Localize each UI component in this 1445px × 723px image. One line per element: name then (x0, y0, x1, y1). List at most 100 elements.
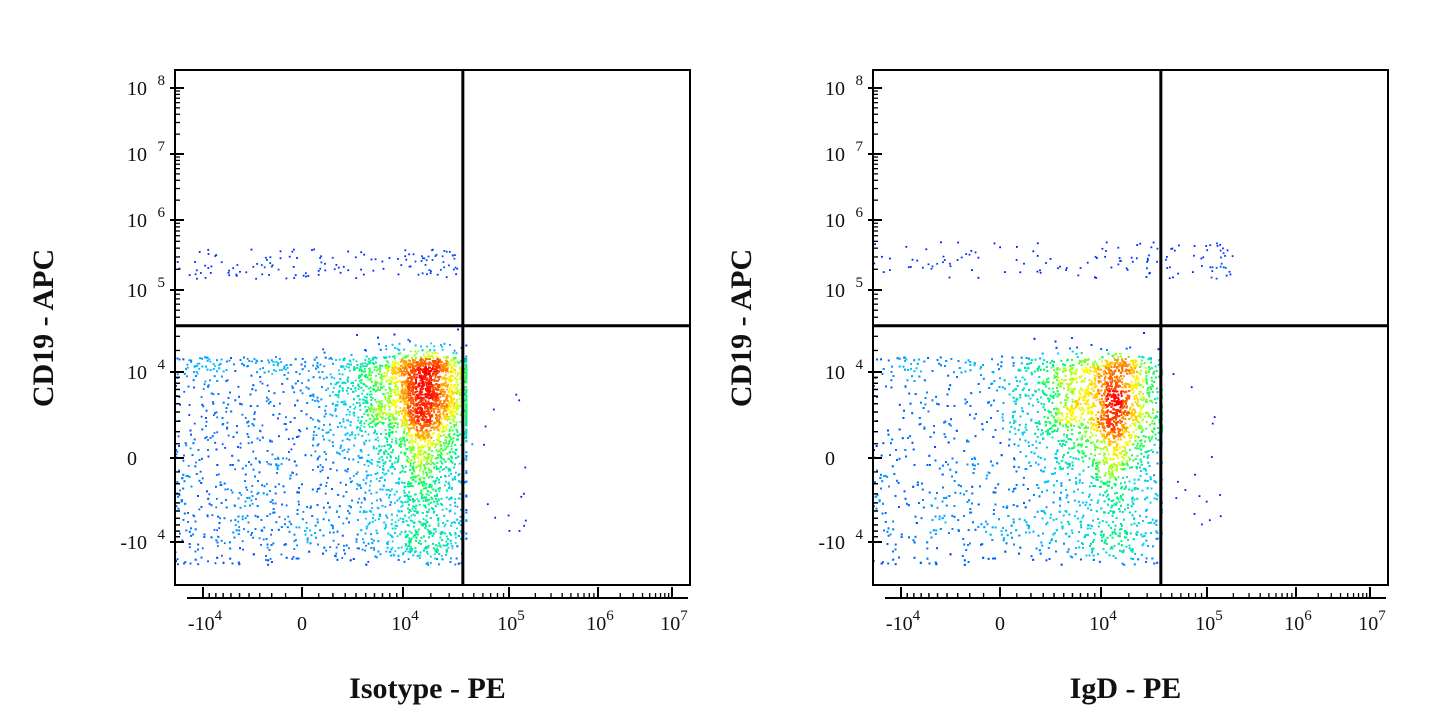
event-dot (310, 505, 312, 508)
event-dot (207, 449, 209, 451)
event-dot (430, 270, 432, 273)
event-dot (161, 454, 163, 456)
event-dot (208, 493, 211, 496)
event-dot (277, 456, 279, 459)
event-dot (196, 362, 199, 365)
event-dot (269, 463, 272, 466)
event-dot (443, 514, 446, 517)
event-dot (377, 452, 380, 455)
event-dot (419, 521, 422, 524)
event-dot (344, 382, 347, 384)
event-dot (450, 557, 452, 560)
event-dot (382, 462, 385, 465)
event-dot (459, 520, 462, 523)
event-dot (317, 427, 320, 430)
event-dot (316, 362, 319, 364)
event-dot (158, 478, 160, 480)
event-dot (225, 506, 228, 509)
event-dot (163, 545, 165, 547)
event-dot (198, 367, 201, 370)
event-dot (247, 420, 250, 423)
event-dot (458, 497, 460, 500)
event-dot (323, 438, 325, 441)
event-dot (465, 459, 468, 461)
event-dot (176, 481, 179, 483)
event-dot (175, 449, 177, 451)
event-dot (405, 520, 408, 522)
event-dot (373, 549, 376, 551)
event-dot (360, 251, 363, 254)
event-dot (225, 369, 228, 371)
event-dot (465, 405, 468, 407)
event-dot (348, 413, 351, 416)
event-dot (268, 402, 270, 405)
event-dot (302, 274, 305, 277)
event-dot (290, 448, 293, 451)
event-dot (190, 485, 193, 488)
event-dot (388, 494, 391, 497)
event-dot (251, 495, 254, 497)
event-dot (359, 427, 362, 429)
event-dot (259, 380, 262, 383)
event-dot (257, 480, 259, 482)
event-dot (186, 375, 188, 378)
event-dot (323, 424, 325, 426)
event-dot (374, 383, 377, 385)
event-dot (217, 515, 220, 518)
event-dot (247, 442, 250, 445)
event-dot (389, 466, 392, 469)
event-dot (165, 540, 167, 542)
event-dot (224, 447, 226, 449)
event-dot (446, 544, 448, 547)
event-dot (231, 562, 234, 565)
event-dot (437, 488, 440, 490)
event-dot (176, 357, 179, 360)
event-dot (404, 453, 406, 456)
event-dot (397, 481, 400, 484)
event-dot (393, 468, 396, 470)
event-dot (160, 428, 162, 430)
event-dot (434, 457, 437, 460)
event-dot (387, 432, 390, 434)
event-dot (169, 272, 171, 274)
event-dot (459, 524, 462, 526)
event-dot (435, 457, 438, 460)
event-dot (312, 438, 315, 441)
event-dot (424, 497, 427, 500)
event-dot (365, 374, 367, 376)
event-dot (312, 418, 314, 421)
event-dot (407, 550, 410, 553)
event-dot (212, 393, 215, 396)
event-dot (369, 422, 372, 424)
event-dot (271, 264, 274, 267)
event-dot (449, 497, 452, 499)
event-dot (400, 451, 402, 454)
event-dot (348, 369, 351, 372)
event-dot (348, 505, 351, 507)
event-dot (425, 493, 428, 496)
event-dot (429, 530, 432, 533)
event-dot (454, 266, 457, 269)
event-dot (256, 493, 259, 495)
event-dot (417, 533, 419, 536)
event-dot (297, 435, 300, 438)
event-dot (284, 523, 286, 526)
event-dot (161, 518, 163, 520)
event-dot (465, 385, 468, 388)
event-dot (451, 442, 453, 445)
event-dot (237, 533, 240, 535)
event-dot (372, 445, 375, 448)
event-dot (325, 389, 328, 392)
event-dot (370, 258, 373, 261)
event-dot (341, 401, 344, 403)
event-dot (419, 492, 422, 494)
event-dot (344, 457, 346, 459)
event-dot (354, 437, 357, 440)
event-dot (254, 475, 256, 478)
event-dot (345, 544, 348, 547)
event-dot (426, 345, 428, 348)
event-dot (425, 259, 428, 262)
event-dot (356, 367, 359, 369)
event-dot (404, 530, 407, 533)
event-dot (220, 502, 223, 504)
